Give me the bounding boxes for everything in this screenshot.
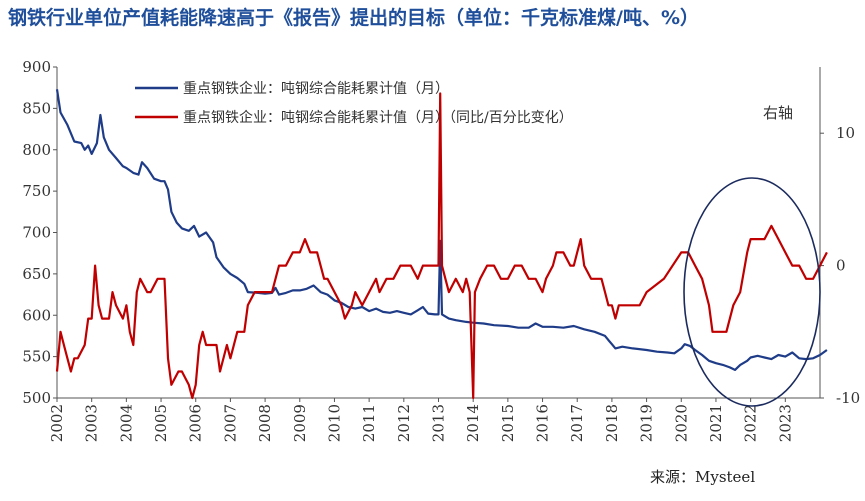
x-tick-label: 2023 xyxy=(776,404,794,442)
x-tick-label: 2014 xyxy=(464,404,482,442)
y-left-tick-label: 700 xyxy=(22,224,51,242)
chart-title: 钢铁行业单位产值耗能降速高于《报告》提出的目标（单位：千克标准煤/吨、%） xyxy=(8,7,699,29)
y-left-tick-label: 550 xyxy=(22,348,51,366)
y-right-tick-label: -10 xyxy=(836,389,860,407)
x-tick-label: 2011 xyxy=(360,404,378,442)
source-note: 来源：Mysteel xyxy=(650,468,756,486)
legend-label: 重点钢铁企业：吨钢综合能耗累计值（月）（同比/百分比变化） xyxy=(183,109,573,126)
x-tick-label: 2006 xyxy=(187,404,205,442)
series-line-left-axis xyxy=(55,89,828,371)
x-tick-label: 2007 xyxy=(221,404,239,442)
y-left-tick-label: 850 xyxy=(22,99,51,117)
x-tick-label: 2018 xyxy=(603,404,621,442)
y-left-tick-label: 650 xyxy=(22,265,51,283)
x-tick-label: 2020 xyxy=(672,404,690,442)
highlight-ellipse xyxy=(683,177,821,407)
y-left-tick-label: 500 xyxy=(22,389,51,407)
series-lines xyxy=(55,89,828,400)
y-right-tick-label: 0 xyxy=(836,257,846,275)
x-tick-label: 2005 xyxy=(152,404,170,442)
x-tick-label: 2019 xyxy=(638,404,656,442)
x-tick-label: 2012 xyxy=(395,404,413,442)
x-tick-label: 2004 xyxy=(117,404,135,442)
y-left-tick-label: 800 xyxy=(22,141,51,159)
y-left-tick-label: 600 xyxy=(22,306,51,324)
x-tick-label: 2008 xyxy=(256,404,274,442)
x-tick-label: 2009 xyxy=(291,404,309,442)
x-tick-label: 2017 xyxy=(568,404,586,442)
axes: 500 550 600 650 700 750 800 850 900 -10 0 10 2002 200… xyxy=(22,58,860,442)
x-tick-label: 2022 xyxy=(742,404,760,442)
series-line-right-axis xyxy=(55,92,828,400)
legend-label: 重点钢铁企业：吨钢综合能耗累计值（月） xyxy=(183,80,449,97)
x-tick-label: 2016 xyxy=(534,404,552,442)
y-right-tick-label: 10 xyxy=(836,124,855,142)
y-left-tick-label: 750 xyxy=(22,182,51,200)
x-tick-label: 2015 xyxy=(499,404,517,442)
x-tick-label: 2003 xyxy=(83,404,101,442)
legend: 重点钢铁企业：吨钢综合能耗累计值（月） 重点钢铁企业：吨钢综合能耗累计值（月）（同… xyxy=(135,80,573,126)
y-left-tick-label: 900 xyxy=(22,58,51,76)
x-tick-label: 2002 xyxy=(48,404,66,442)
right-axis-note: 右轴 xyxy=(763,104,793,122)
x-tick-label: 2010 xyxy=(325,404,343,442)
x-tick-label: 2013 xyxy=(430,404,448,442)
x-tick-label: 2021 xyxy=(707,404,725,442)
